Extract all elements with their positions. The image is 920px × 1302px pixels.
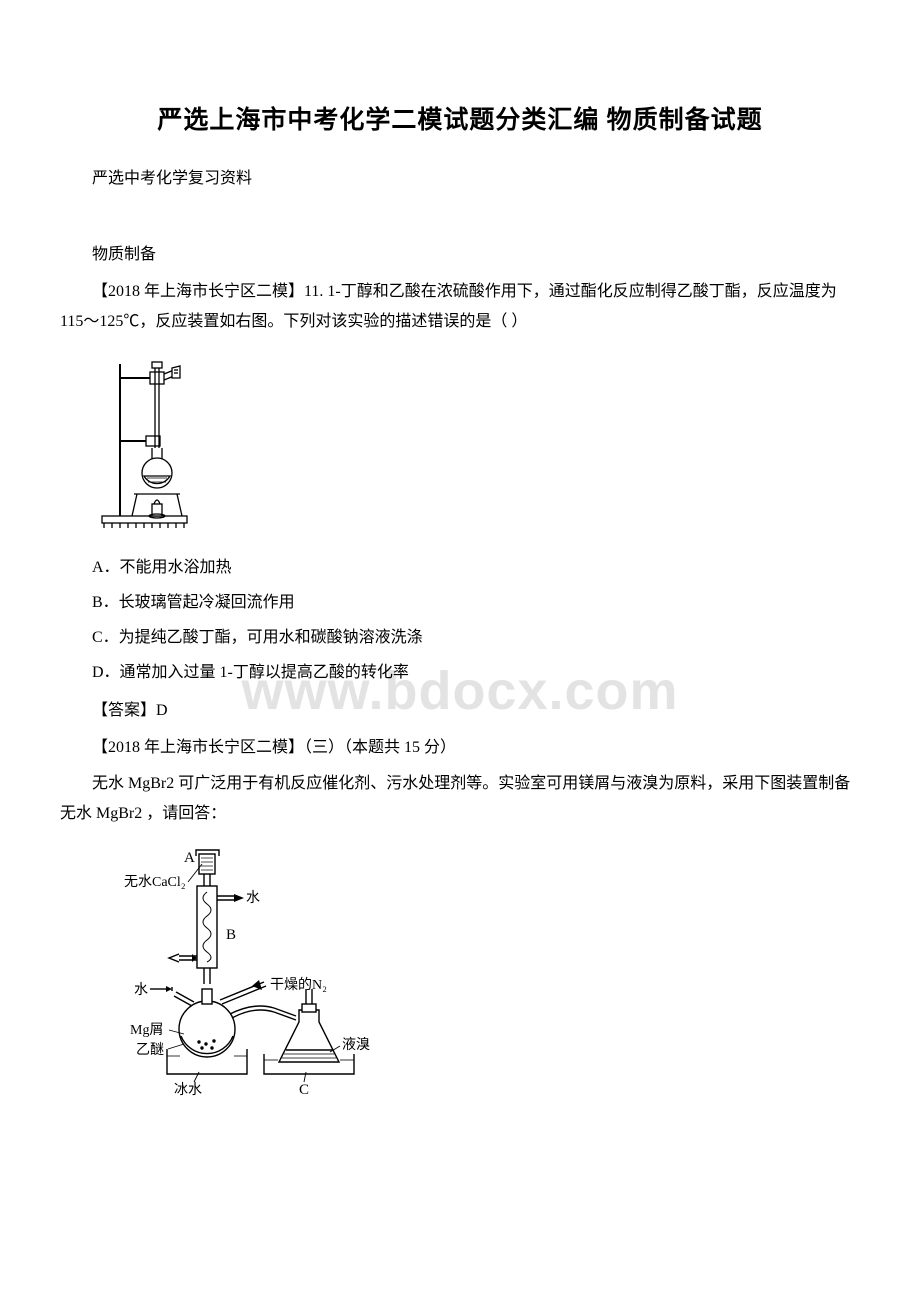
label-ice: 冰水 [174,1082,202,1098]
document-content: 严选上海市中考化学二模试题分类汇编 物质制备试题 严选中考化学复习资料 物质制备… [60,100,860,1124]
question1-answer: 【答案】D [60,696,860,726]
section-heading: 物质制备 [60,240,860,270]
question1-option-a: A．不能用水浴加热 [60,550,860,585]
label-a: A [184,850,195,866]
label-ether: 乙醚 [136,1042,164,1058]
figure2-container: A 无水CaCl₂ [60,844,860,1124]
label-b: B [226,927,236,943]
intro-text: 严选中考化学复习资料 [60,164,860,194]
label-c: C [299,1082,309,1098]
label-br2: 液溴 [342,1037,370,1053]
question1-option-c: C．为提纯乙酸丁酯，可用水和碳酸钠溶液洗涤 [60,620,860,655]
label-cacl2: 无水CaCl₂ [124,874,186,890]
label-water-in: 水 [134,982,148,998]
figure1-container [60,356,860,536]
question2-text: 无水 MgBr2 可广泛用于有机反应催化剂、污水处理剂等。实验室可用镁屑与液溴为… [60,769,860,830]
apparatus-figure-2: A 无水CaCl₂ [124,844,404,1119]
question1-source: 【2018 年上海市长宁区二模】11. 1-丁醇和乙酸在浓硫酸作用下，通过酯化反… [60,277,860,338]
label-water-out: 水 [246,890,260,906]
label-n2: 干燥的N₂ [270,977,327,993]
question1-option-d: D．通常加入过量 1-丁醇以提高乙酸的转化率 [60,655,860,690]
apparatus-figure-1 [92,356,212,531]
label-mg: Mg屑 [130,1023,163,1038]
question1-option-b: B．长玻璃管起冷凝回流作用 [60,585,860,620]
document-title: 严选上海市中考化学二模试题分类汇编 物质制备试题 [60,100,860,136]
question2-source: 【2018 年上海市长宁区二模】（三）（本题共 15 分） [60,733,860,763]
